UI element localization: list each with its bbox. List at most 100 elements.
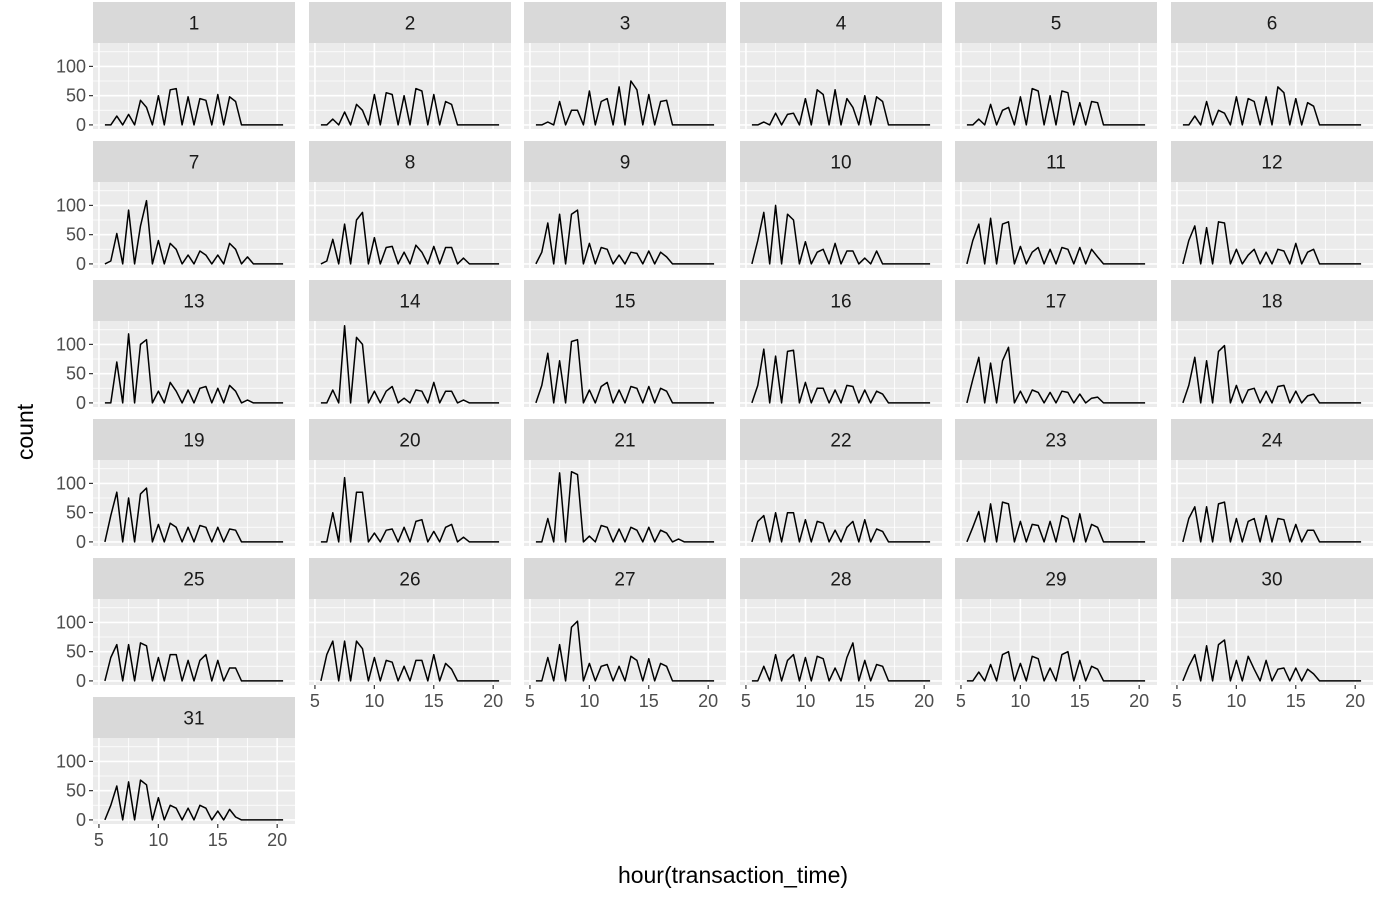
facet-panel-16: 16 xyxy=(740,280,942,407)
facet-strip xyxy=(309,2,511,43)
facet-strip-label: 26 xyxy=(399,570,420,591)
facet-panel-21: 21 xyxy=(524,419,726,546)
facet-panel-4: 4 xyxy=(740,2,942,129)
y-tick-label: 0 xyxy=(76,532,86,552)
facet-strip xyxy=(740,141,942,182)
y-tick-label: 100 xyxy=(56,473,86,493)
x-tick-label: 15 xyxy=(639,691,659,711)
series-line-23 xyxy=(966,501,1146,543)
facet-strip-label: 14 xyxy=(399,292,421,313)
x-tick-label: 20 xyxy=(483,691,503,711)
y-tick-label: 50 xyxy=(66,781,86,801)
panel-background xyxy=(524,599,726,685)
facet-panel-22: 22 xyxy=(740,419,942,546)
series-line-30 xyxy=(1182,639,1362,682)
facet-strip xyxy=(955,558,1157,599)
facet-strip xyxy=(1171,558,1373,599)
panel-background xyxy=(93,599,295,685)
series-line-15 xyxy=(535,338,715,404)
series-line-3 xyxy=(535,80,715,126)
facet-strip xyxy=(309,141,511,182)
facet-panel-7: 7 0 50 100 xyxy=(56,141,295,274)
facet-panel-26: 26 5 10 15 20 xyxy=(309,558,511,711)
facet-panel-30: 30 5 10 15 20 xyxy=(1171,558,1373,711)
facet-strip-label: 7 xyxy=(189,153,200,174)
facet-panel-17: 17 xyxy=(955,280,1157,407)
facet-strip-label: 10 xyxy=(830,153,851,174)
panel-background xyxy=(740,43,942,129)
x-tick-label: 5 xyxy=(956,691,966,711)
facet-panel-27: 27 5 10 15 20 xyxy=(524,558,726,711)
facet-strip xyxy=(1171,2,1373,43)
facet-strip xyxy=(93,280,295,321)
x-tick-label: 20 xyxy=(698,691,718,711)
facet-strip xyxy=(1171,141,1373,182)
facet-strip xyxy=(93,419,295,460)
facet-strip xyxy=(93,558,295,599)
panel-background xyxy=(1171,182,1373,268)
facet-panel-20: 20 xyxy=(309,419,511,546)
series-line-10 xyxy=(751,204,931,265)
panel-background xyxy=(740,460,942,546)
facet-panel-28: 28 5 10 15 20 xyxy=(740,558,942,711)
facet-strip-label: 6 xyxy=(1267,14,1278,35)
x-tick-label: 10 xyxy=(579,691,599,711)
y-tick-label: 0 xyxy=(76,115,86,135)
facet-panel-12: 12 xyxy=(1171,141,1373,268)
facet-panel-5: 5 xyxy=(955,2,1157,129)
y-tick-label: 100 xyxy=(56,334,86,354)
panel-background xyxy=(1171,43,1373,129)
series-line-5 xyxy=(966,87,1146,126)
facet-panel-10: 10 xyxy=(740,141,942,268)
y-tick-label: 50 xyxy=(66,225,86,245)
facet-panel-15: 15 xyxy=(524,280,726,407)
panel-background xyxy=(955,321,1157,407)
facet-strip-label: 31 xyxy=(183,709,204,730)
series-line-8 xyxy=(320,211,500,265)
facet-strip-label: 2 xyxy=(405,14,416,35)
facet-strip-label: 1 xyxy=(189,14,200,35)
x-tick-label: 15 xyxy=(208,830,228,850)
x-tick-label: 20 xyxy=(1345,691,1365,711)
facet-strip-label: 28 xyxy=(830,570,851,591)
panel-background xyxy=(309,321,511,407)
panel-background xyxy=(740,599,942,685)
series-line-19 xyxy=(104,487,284,543)
facet-strip xyxy=(93,141,295,182)
facet-strip-label: 8 xyxy=(405,153,416,174)
x-tick-label: 5 xyxy=(1172,691,1182,711)
series-line-31 xyxy=(104,779,284,821)
facet-strip xyxy=(955,280,1157,321)
facet-strip-label: 17 xyxy=(1045,292,1066,313)
panel-background xyxy=(1171,599,1373,685)
facet-strip-label: 5 xyxy=(1051,14,1062,35)
facet-panel-11: 11 xyxy=(955,141,1157,268)
x-tick-label: 15 xyxy=(1070,691,1090,711)
series-line-26 xyxy=(320,640,500,682)
facet-strip-label: 19 xyxy=(183,431,204,452)
panel-background xyxy=(1171,460,1373,546)
facet-strip-label: 9 xyxy=(620,153,631,174)
x-axis-title: hour(transaction_time) xyxy=(618,862,848,888)
facet-panel-8: 8 xyxy=(309,141,511,268)
series-line-2 xyxy=(320,87,500,126)
facet-strip-label: 23 xyxy=(1045,431,1066,452)
facet-strip-label: 15 xyxy=(614,292,635,313)
facet-panel-31: 31 0 50 100 5 10 15 20 xyxy=(56,697,295,850)
facet-panel-14: 14 xyxy=(309,280,511,407)
series-line-1 xyxy=(104,87,284,126)
facet-strip-label: 25 xyxy=(183,570,204,591)
x-tick-label: 10 xyxy=(364,691,384,711)
facet-strip xyxy=(1171,280,1373,321)
facet-strip-label: 16 xyxy=(830,292,851,313)
facet-strip xyxy=(955,2,1157,43)
panel-background xyxy=(955,460,1157,546)
facet-strip xyxy=(524,419,726,460)
facet-strip-label: 21 xyxy=(614,431,635,452)
y-axis-title: count xyxy=(12,403,38,460)
facet-panel-2: 2 xyxy=(309,2,511,129)
facet-strip xyxy=(524,2,726,43)
facet-strip xyxy=(524,280,726,321)
x-tick-label: 20 xyxy=(914,691,934,711)
facet-panel-29: 29 5 10 15 20 xyxy=(955,558,1157,711)
